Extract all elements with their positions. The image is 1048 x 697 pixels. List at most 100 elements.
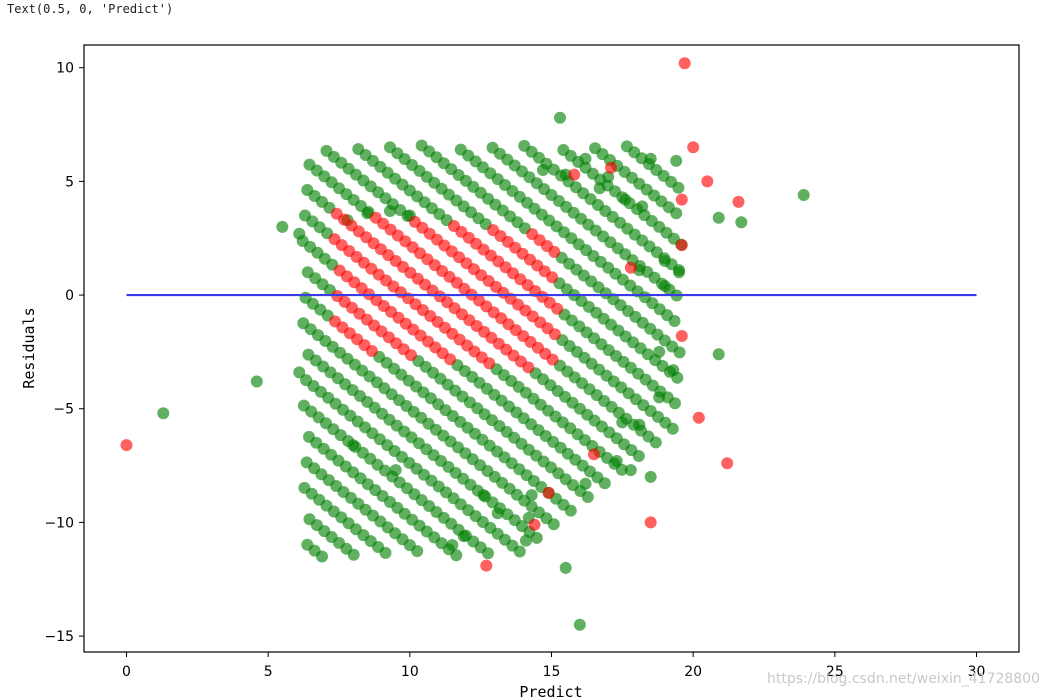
test-point — [551, 302, 564, 315]
train-point — [598, 477, 611, 490]
x-axis-label: Predict — [519, 683, 582, 697]
y-axis-ticks: 10 5 0 −5 −10 −15 — [44, 61, 84, 645]
train-point — [712, 348, 725, 361]
train-point — [316, 550, 328, 563]
train-point — [537, 164, 549, 176]
plot-frame — [83, 44, 1020, 653]
test-point — [522, 361, 535, 374]
test-point — [605, 161, 617, 174]
x-tick-label: 5 — [264, 664, 273, 680]
test-point — [644, 516, 657, 529]
train-point — [712, 211, 725, 224]
train-point — [482, 547, 494, 560]
train-point — [673, 346, 686, 359]
train-point — [649, 436, 662, 449]
train-point — [602, 170, 615, 183]
x-tick-label: 20 — [684, 664, 702, 680]
train-point — [411, 545, 424, 558]
train-point — [450, 549, 463, 562]
train-point — [666, 422, 679, 435]
train-point — [797, 189, 810, 201]
test-point — [542, 486, 555, 499]
train-point — [624, 464, 637, 477]
test-point — [480, 559, 493, 572]
train-point — [667, 364, 680, 377]
train-point — [653, 345, 666, 358]
train-point — [554, 111, 566, 124]
test-point — [483, 357, 496, 370]
train-point — [653, 391, 666, 404]
train-point — [347, 439, 360, 452]
train-point — [615, 463, 628, 476]
train-point — [293, 227, 306, 240]
train-point — [668, 315, 681, 327]
test-point — [701, 175, 714, 188]
test-point — [546, 271, 559, 284]
test-point — [588, 448, 600, 461]
train-point — [559, 561, 572, 574]
train-point — [673, 266, 685, 279]
x-tick-label: 25 — [826, 664, 844, 680]
y-tick-label: 5 — [65, 174, 74, 190]
cell-output-text: Text(0.5, 0, 'Predict') — [7, 2, 174, 16]
y-tick-label: −15 — [44, 629, 74, 645]
train-point — [636, 200, 649, 213]
test-point — [675, 193, 688, 206]
train-point — [477, 489, 490, 502]
x-tick-label: 30 — [968, 664, 986, 680]
train-point — [157, 407, 170, 420]
train-point — [610, 455, 623, 467]
test-points — [120, 57, 745, 572]
x-tick-label: 10 — [401, 664, 419, 680]
train-point — [379, 546, 392, 559]
train-point — [672, 181, 685, 194]
test-point — [687, 141, 700, 154]
x-tick-label: 15 — [543, 664, 561, 680]
test-point — [732, 195, 745, 208]
x-tick-label: 0 — [122, 664, 131, 680]
train-point — [669, 397, 681, 410]
train-point — [530, 531, 543, 544]
y-axis-label: Residuals — [20, 307, 38, 388]
train-point — [573, 618, 586, 631]
train-point — [670, 154, 683, 167]
train-point — [250, 375, 263, 388]
train-point — [491, 507, 504, 520]
train-point — [619, 193, 632, 206]
train-point — [446, 539, 459, 552]
test-point — [546, 353, 559, 366]
train-point — [579, 477, 592, 490]
train-point — [633, 418, 646, 431]
y-tick-label: −5 — [53, 402, 74, 418]
train-point — [632, 450, 645, 462]
test-point — [675, 330, 688, 342]
train-point — [579, 152, 592, 165]
test-point — [678, 57, 691, 70]
train-point — [658, 280, 671, 292]
test-point — [444, 353, 457, 366]
train-point — [457, 530, 470, 543]
train-point — [293, 366, 306, 379]
y-tick-label: −10 — [44, 515, 74, 531]
train-point — [559, 168, 572, 181]
train-point — [564, 504, 577, 517]
test-point — [528, 518, 541, 531]
train-points — [157, 111, 810, 631]
train-point — [644, 470, 657, 483]
train-point — [581, 491, 594, 503]
x-axis-ticks: 0 5 10 15 20 25 30 — [122, 652, 985, 680]
train-point — [384, 205, 396, 217]
train-point — [593, 182, 606, 195]
test-point — [568, 168, 581, 181]
y-tick-label: 0 — [65, 288, 74, 304]
train-point — [616, 416, 629, 429]
train-point — [525, 489, 538, 502]
train-point — [520, 534, 532, 547]
train-point — [644, 152, 657, 165]
train-point — [670, 207, 683, 220]
test-point — [120, 439, 133, 452]
y-tick-label: 10 — [56, 61, 74, 77]
train-point — [735, 216, 748, 229]
test-point — [365, 345, 378, 357]
